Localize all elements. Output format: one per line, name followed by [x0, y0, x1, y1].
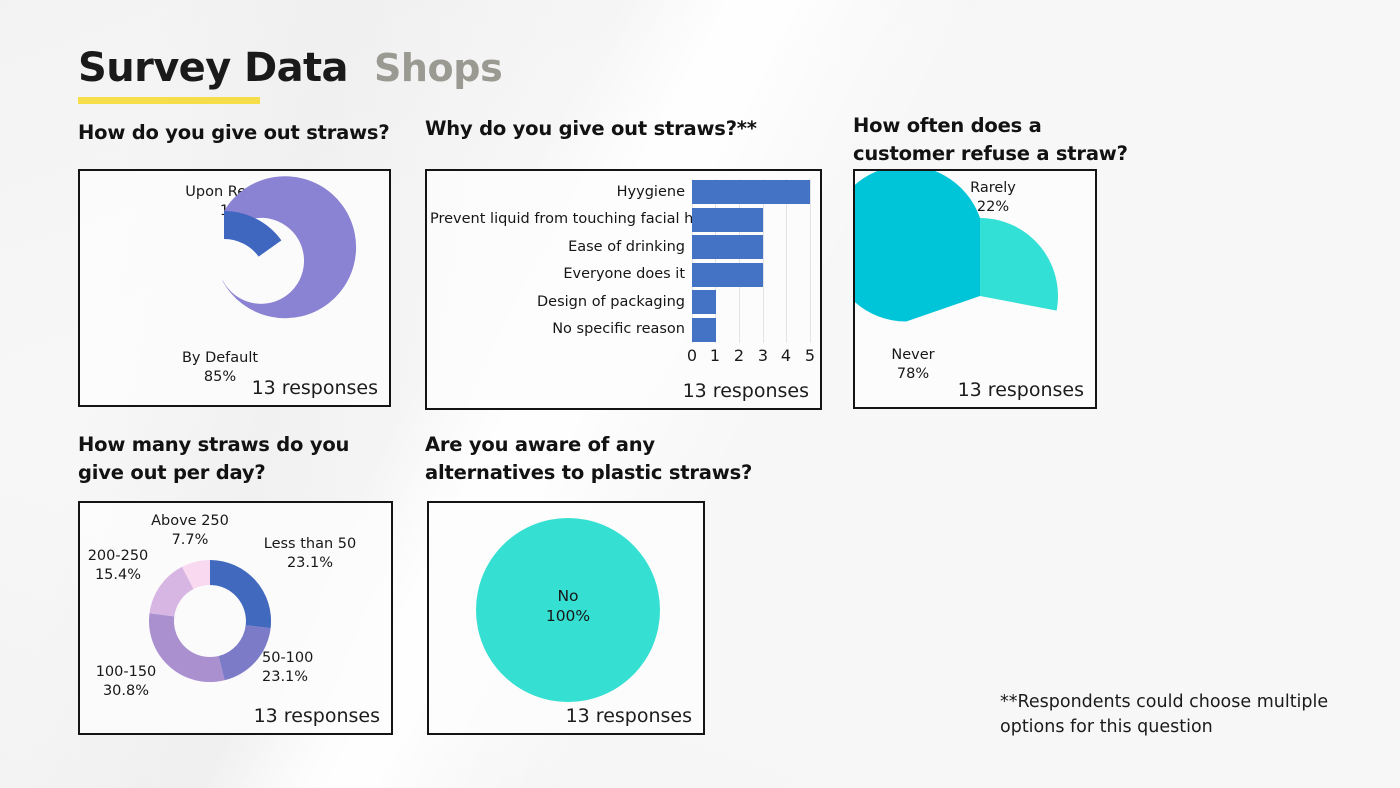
- slide-title-block: Survey Data Shops: [78, 45, 503, 104]
- responses-count-why: 13 responses: [682, 380, 809, 402]
- gridline-2: [739, 179, 740, 343]
- bar-category-label-4: Design of packaging: [537, 294, 685, 310]
- donut2-slice-50-100: [218, 625, 271, 681]
- bar-hyygiene: [692, 180, 810, 204]
- donut2-slice-less-than-50: [210, 560, 272, 629]
- pie2-label-no: No 100%: [545, 587, 591, 626]
- pie1-slice-rarely: [980, 218, 1058, 311]
- donut2-slice-200-250: [149, 566, 194, 617]
- gridline-1: [715, 179, 716, 343]
- donut2-slice-100-150: [149, 613, 225, 683]
- heading-why-give-out-straws: Why do you give out straws?**: [425, 115, 757, 143]
- heading-how-give-out-straws: How do you give out straws?: [78, 121, 390, 144]
- bar-category-label-0: Hyygiene: [616, 184, 685, 200]
- xtick-2: 2: [733, 346, 745, 365]
- responses-count-alternatives: 13 responses: [565, 705, 692, 727]
- pie1-label-never: Never 78%: [891, 347, 935, 382]
- xtick-3: 3: [757, 346, 769, 365]
- gridline-0: [692, 179, 693, 343]
- bar-ease-of-drinking: [692, 235, 763, 259]
- card-why-give-out-straws: Hyygiene Prevent liquid from touching fa…: [425, 169, 822, 410]
- pie-chart-aware-alternatives: [476, 518, 660, 702]
- bar-everyone-does-it: [692, 263, 763, 287]
- pie2-slice-no: [476, 518, 660, 702]
- page-title: Survey Data: [78, 45, 349, 91]
- donut-chart-give-out-straws: [222, 176, 357, 319]
- xtick-5: 5: [804, 346, 816, 365]
- page-subtitle: Shops: [373, 46, 503, 90]
- pie1-label-rarely: Rarely 22%: [970, 180, 1016, 215]
- xtick-0: 0: [686, 346, 698, 365]
- donut2-label-less-than-50: Less than 50 23.1%: [263, 536, 357, 571]
- responses-count-per-day: 13 responses: [253, 705, 380, 727]
- bar-category-label-2: Ease of drinking: [568, 239, 685, 255]
- donut-chart-straws-per-day: [149, 560, 272, 683]
- heading-straws-per-day: How many straws do you give out per day?: [78, 433, 350, 484]
- responses-count-give-out: 13 responses: [251, 377, 378, 399]
- xtick-1: 1: [709, 346, 721, 365]
- bar-category-label-5: No specific reason: [552, 321, 685, 337]
- heading-customer-refuse-straw: How often does a customer refuse a straw…: [853, 114, 1128, 165]
- card-straws-per-day: Above 250 7.7% 200-250 15.4% 100-150 30.8% …: [78, 501, 393, 735]
- xtick-4: 4: [780, 346, 792, 365]
- bar-no-specific-reason: [692, 318, 716, 342]
- bar-prevent-liquid: [692, 208, 763, 232]
- title-underline-rule: [78, 97, 260, 104]
- donut2-label-200-250: 200-250 15.4%: [87, 548, 149, 583]
- responses-count-refuse: 13 responses: [957, 379, 1084, 401]
- donut2-label-above-250: Above 250 7.7%: [151, 513, 229, 548]
- card-aware-alternatives: No 100% 13 responses: [427, 501, 705, 735]
- footnote-multiple-options: **Respondents could choose multiple opti…: [1000, 690, 1330, 741]
- bar-category-label-3: Everyone does it: [563, 266, 685, 282]
- footnote-line-1: **Respondents could choose multiple: [1000, 692, 1329, 712]
- heading-aware-alternatives: Are you aware of any alternatives to pla…: [425, 433, 753, 484]
- donut2-label-50-100: 50-100 23.1%: [262, 650, 314, 685]
- gridline-5: [810, 179, 811, 343]
- donut2-label-100-150: 100-150 30.8%: [95, 664, 157, 699]
- footnote-line-2: options for this question: [1000, 717, 1213, 738]
- gridline-4: [786, 179, 787, 343]
- bar-chart-why-give-out-straws: Hyygiene Prevent liquid from touching fa…: [427, 171, 820, 408]
- pie1-slice-never: [855, 171, 980, 322]
- bar-design-of-packaging: [692, 290, 716, 314]
- pie-chart-customer-refuse-straw: [855, 171, 1058, 322]
- donut1-slice-upon-request: [224, 211, 282, 257]
- gridline-3: [763, 179, 764, 343]
- card-customer-refuse-straw: Rarely 22% Never 78% 13 responses: [853, 169, 1097, 409]
- donut1-slice-by-default: [222, 176, 357, 319]
- donut2-slice-above-250: [182, 560, 210, 589]
- donut1-label-by-default: By Default 85%: [181, 350, 259, 385]
- bar-category-label-1: Prevent liquid from touching facial hair: [430, 211, 713, 227]
- heading-why-text: Why do you give out straws?**: [425, 117, 757, 140]
